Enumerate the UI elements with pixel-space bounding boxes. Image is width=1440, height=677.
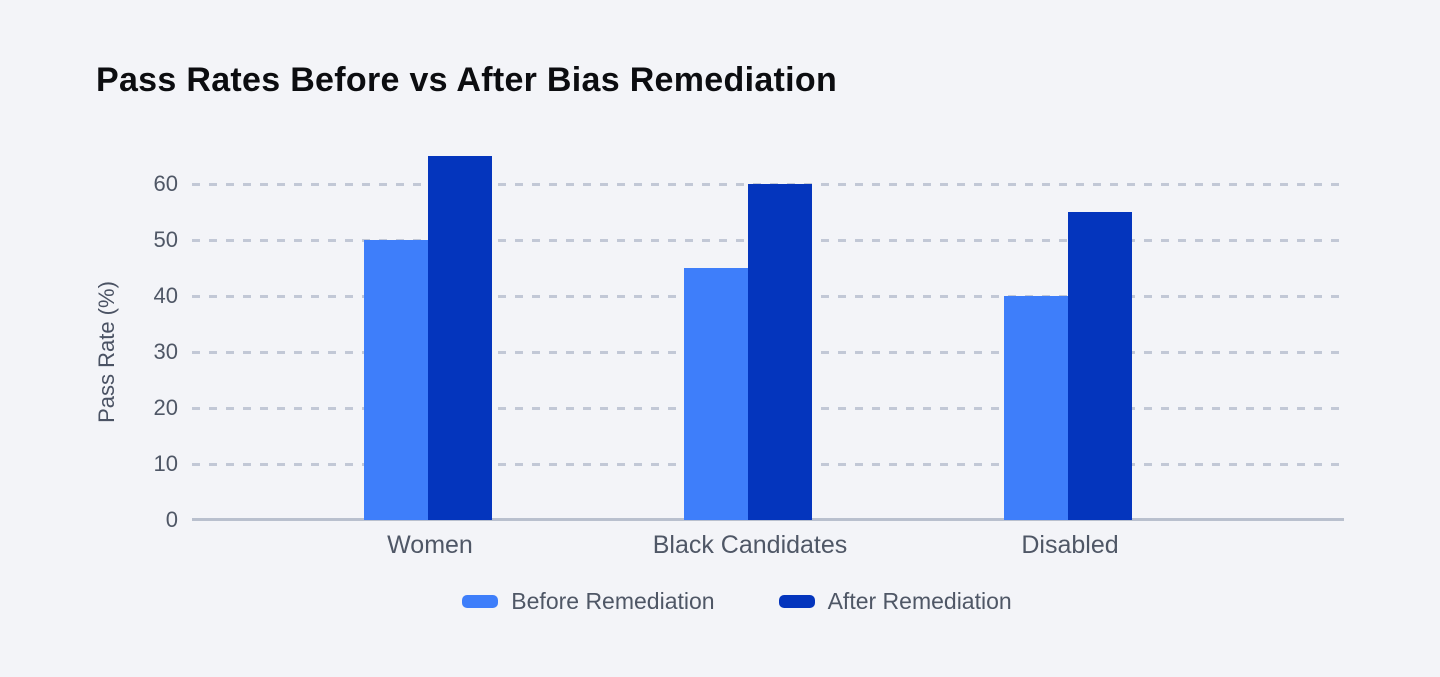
x-category-label-disabled: Disabled xyxy=(1021,531,1119,559)
chart-title: Pass Rates Before vs After Bias Remediat… xyxy=(96,61,838,99)
legend-swatch-before-icon xyxy=(462,595,499,608)
bar-after-remediation-women xyxy=(428,156,492,520)
x-category-label-women: Women xyxy=(387,531,473,559)
y-tick-label-50: 50 xyxy=(153,227,178,252)
bar-before-remediation-women xyxy=(364,240,428,520)
legend-swatch-after-icon xyxy=(778,595,815,608)
bar-before-remediation-black-candidates xyxy=(684,268,748,520)
bar-after-remediation-disabled xyxy=(1068,212,1132,520)
legend: Before Remediation After Remediation xyxy=(0,588,1440,615)
y-tick-label-30: 30 xyxy=(153,339,178,364)
legend-item-before: Before Remediation xyxy=(462,588,715,615)
y-tick-label-10: 10 xyxy=(153,451,178,476)
y-tick-label-0: 0 xyxy=(165,507,178,532)
y-tick-label-40: 40 xyxy=(153,283,178,308)
y-tick-label-60: 60 xyxy=(153,171,178,196)
x-category-label-black-candidates: Black Candidates xyxy=(652,531,848,559)
bar-before-remediation-disabled xyxy=(1004,296,1068,520)
bar-after-remediation-black-candidates xyxy=(748,184,812,520)
legend-label-after: After Remediation xyxy=(827,588,1012,614)
legend-label-before: Before Remediation xyxy=(511,588,715,614)
y-tick-label-20: 20 xyxy=(153,395,178,420)
legend-item-after: After Remediation xyxy=(778,588,1012,615)
